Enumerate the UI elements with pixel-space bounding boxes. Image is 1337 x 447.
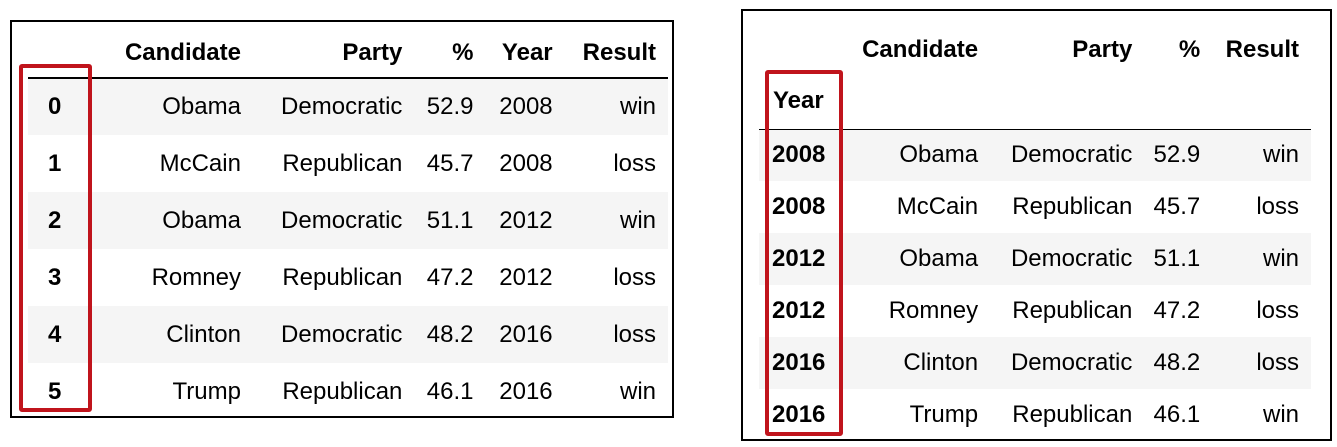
table-row: 4 Clinton Democratic 48.2 2016 loss bbox=[28, 306, 668, 363]
cell-candidate: McCain bbox=[159, 149, 241, 177]
cell-party: Democratic bbox=[252, 192, 415, 249]
cell-candidate: Obama bbox=[98, 78, 253, 135]
cell-candidate: Trump bbox=[909, 401, 979, 428]
cell-year: 2016 bbox=[485, 306, 565, 363]
cell-result: win bbox=[1212, 129, 1311, 181]
cell-result: loss bbox=[1256, 193, 1299, 220]
table-row: 3 Romney Republican 47.2 2012 loss bbox=[28, 249, 668, 306]
cell-percent: 51.1 bbox=[414, 192, 486, 249]
table-row: 2012 Obama Democratic 51.1 win bbox=[759, 233, 1311, 285]
table-row: 2016 Clinton Democratic 48.2 loss bbox=[759, 337, 1311, 389]
cell-party: Republican bbox=[1012, 193, 1133, 220]
dataframe-table-year-index: Candidate Party % Result Year 2008 Obama… bbox=[759, 27, 1311, 441]
cell-percent: 46.1 bbox=[426, 377, 474, 405]
cell-percent: 45.7 bbox=[1153, 193, 1201, 220]
cell-party: Republican bbox=[282, 263, 403, 291]
cell-candidate: Trump bbox=[172, 377, 241, 405]
table-row: 2016 Trump Republican 46.1 win bbox=[759, 389, 1311, 441]
table-row: 0 Obama Democratic 52.9 2008 win bbox=[28, 78, 668, 135]
table-row: 2012 Romney Republican 47.2 loss bbox=[759, 285, 1311, 337]
cell-party: Democratic bbox=[990, 337, 1145, 389]
cell-party: Democratic bbox=[990, 129, 1145, 181]
cell-percent: 45.7 bbox=[426, 149, 474, 177]
cell-result: win bbox=[1212, 233, 1311, 285]
cell-percent: 47.2 bbox=[426, 263, 474, 291]
cell-result: loss bbox=[564, 306, 668, 363]
cell-party: Republican bbox=[282, 149, 403, 177]
column-header-party: Party bbox=[252, 28, 415, 79]
cell-result: loss bbox=[1212, 337, 1311, 389]
table-row: 5 Trump Republican 46.1 2016 win bbox=[28, 363, 668, 420]
cell-candidate: Clinton bbox=[842, 337, 991, 389]
cell-result: win bbox=[564, 78, 668, 135]
column-header-party: Party bbox=[1072, 36, 1133, 63]
column-header-percent: % bbox=[1178, 36, 1201, 63]
cell-result: win bbox=[619, 377, 656, 405]
column-header-result: Result bbox=[564, 28, 668, 79]
cell-percent: 48.2 bbox=[1144, 337, 1213, 389]
cell-year: 2008 bbox=[499, 149, 553, 177]
column-header-year: Year bbox=[485, 28, 565, 79]
row-index: 2016 bbox=[759, 337, 842, 389]
row-index: 2008 bbox=[759, 129, 842, 181]
index-header bbox=[28, 28, 98, 79]
table-row: 2008 McCain Republican 45.7 loss bbox=[759, 181, 1311, 233]
index-name-label: Year bbox=[759, 73, 842, 130]
year-index-dataframe-panel: Candidate Party % Result Year 2008 Obama… bbox=[741, 9, 1332, 441]
column-header-percent: % bbox=[414, 28, 486, 79]
cell-year: 2016 bbox=[499, 377, 553, 405]
cell-year: 2012 bbox=[499, 263, 553, 291]
row-index: 2012 bbox=[759, 233, 842, 285]
column-header-candidate: Candidate bbox=[98, 28, 253, 79]
table-row: 2 Obama Democratic 51.1 2012 win bbox=[28, 192, 668, 249]
table-row: 2008 Obama Democratic 52.9 win bbox=[759, 129, 1311, 181]
cell-candidate: Romney bbox=[888, 297, 979, 324]
column-header-candidate: Candidate bbox=[862, 36, 979, 63]
cell-candidate: Obama bbox=[98, 192, 253, 249]
cell-percent: 52.9 bbox=[1144, 129, 1213, 181]
cell-year: 2012 bbox=[485, 192, 565, 249]
cell-party: Republican bbox=[1012, 401, 1133, 428]
cell-candidate: Romney bbox=[151, 263, 241, 291]
row-index: 3 bbox=[48, 263, 62, 291]
cell-candidate: McCain bbox=[896, 193, 979, 220]
row-index: 4 bbox=[28, 306, 98, 363]
cell-candidate: Clinton bbox=[98, 306, 253, 363]
index-header bbox=[759, 27, 842, 73]
default-index-dataframe-panel: Candidate Party % Year Result 0 Obama De… bbox=[10, 20, 674, 418]
row-index: 2 bbox=[28, 192, 98, 249]
cell-percent: 51.1 bbox=[1144, 233, 1213, 285]
cell-party: Democratic bbox=[990, 233, 1145, 285]
table-row: 1 McCain Republican 45.7 2008 loss bbox=[28, 135, 668, 192]
row-index: 2008 bbox=[772, 193, 826, 220]
cell-year: 2008 bbox=[485, 78, 565, 135]
dataframe-table-default-index: Candidate Party % Year Result 0 Obama De… bbox=[28, 28, 668, 420]
cell-result: loss bbox=[1256, 297, 1299, 324]
row-index: 2016 bbox=[772, 401, 826, 428]
cell-result: loss bbox=[613, 149, 656, 177]
cell-party: Democratic bbox=[252, 306, 415, 363]
cell-percent: 48.2 bbox=[414, 306, 486, 363]
header-row: Candidate Party % Year Result bbox=[28, 28, 668, 79]
index-name-row: Year bbox=[759, 73, 1311, 130]
cell-result: win bbox=[564, 192, 668, 249]
column-header-result: Result bbox=[1225, 36, 1299, 63]
cell-result: win bbox=[1262, 401, 1299, 428]
cell-result: loss bbox=[613, 263, 656, 291]
cell-percent: 46.1 bbox=[1153, 401, 1201, 428]
cell-percent: 52.9 bbox=[414, 78, 486, 135]
cell-candidate: Obama bbox=[842, 233, 991, 285]
cell-candidate: Obama bbox=[842, 129, 991, 181]
cell-party: Democratic bbox=[252, 78, 415, 135]
row-index: 5 bbox=[48, 377, 62, 405]
cell-party: Republican bbox=[282, 377, 403, 405]
row-index: 0 bbox=[28, 78, 98, 135]
row-index: 2012 bbox=[772, 297, 826, 324]
cell-party: Republican bbox=[1012, 297, 1133, 324]
header-row: Candidate Party % Result bbox=[759, 27, 1311, 73]
cell-percent: 47.2 bbox=[1153, 297, 1201, 324]
row-index: 1 bbox=[48, 149, 62, 177]
